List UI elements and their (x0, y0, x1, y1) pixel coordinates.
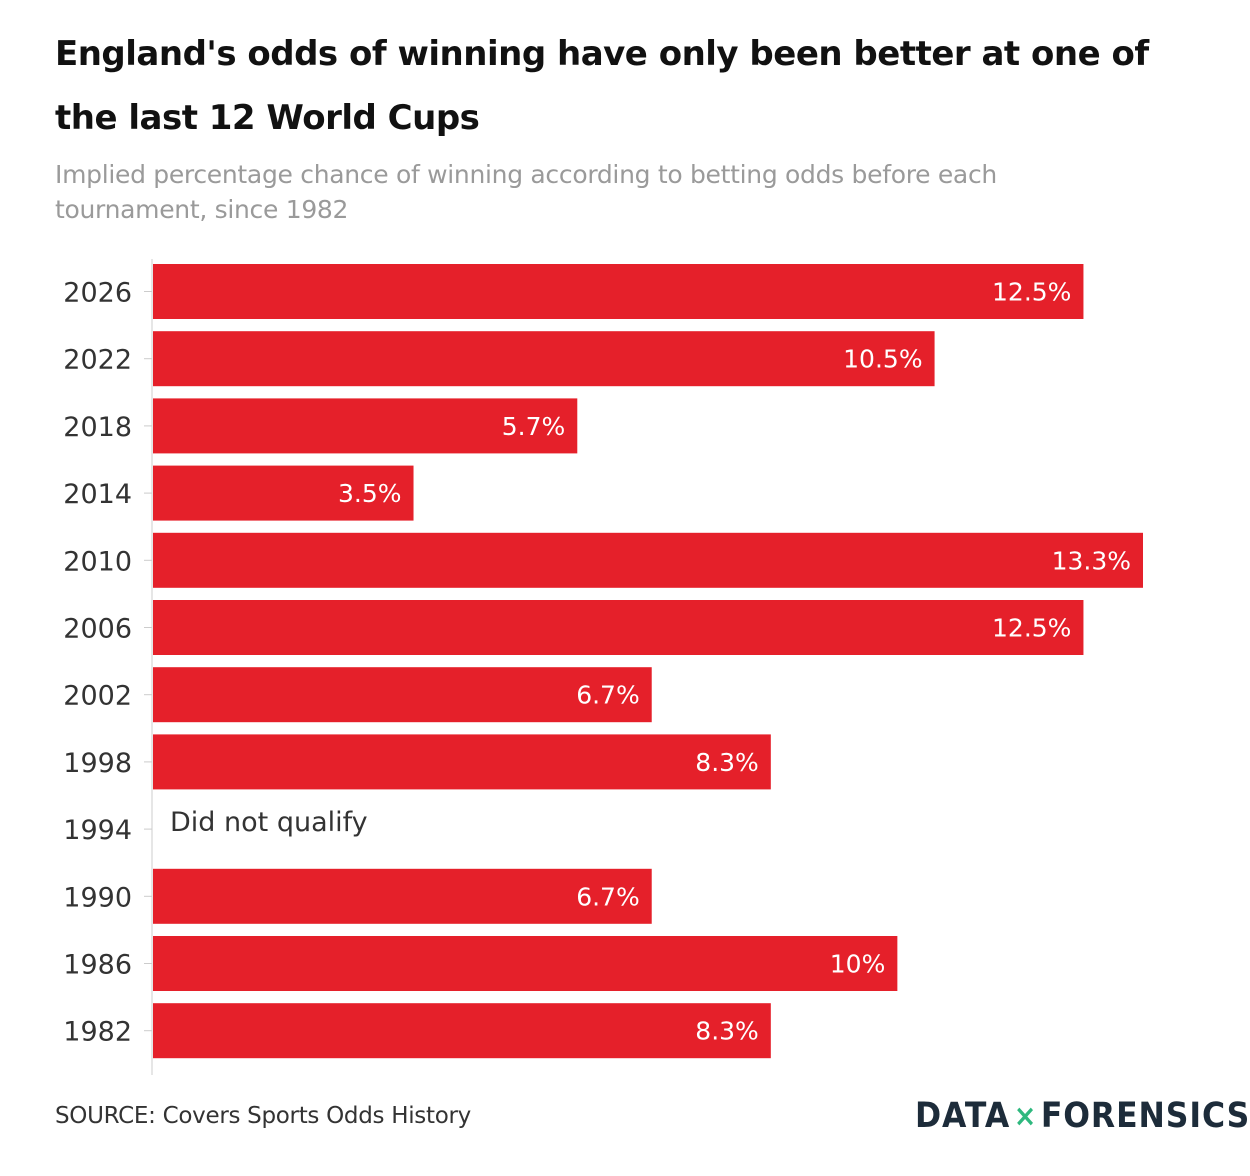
data-forensics-logo: DATA × FORENSICS (915, 1093, 1250, 1139)
data-label: 5.7% (502, 412, 566, 441)
data-label: 6.7% (576, 681, 640, 710)
source-note: SOURCE: Covers Sports Odds History (55, 1103, 471, 1129)
data-label: 6.7% (576, 882, 640, 911)
category-label: 1986 (63, 950, 132, 981)
bar (153, 331, 935, 387)
logo-x-mark: × (1013, 1098, 1038, 1134)
data-label: 10% (830, 950, 886, 979)
data-label: 10.5% (843, 345, 922, 374)
logo-word-data: DATA (915, 1096, 1011, 1136)
chart-subtitle: Implied percentage chance of winning acc… (55, 160, 997, 224)
bar-chart: 2026 12.5% 2022 10.5% 2018 5.7% 2014 3.5% 2010 13… (63, 259, 1143, 1075)
bar (153, 1003, 771, 1059)
bar (153, 734, 771, 790)
bar (153, 868, 652, 924)
category-label: 2014 (63, 479, 132, 510)
category-label: 2026 (63, 278, 132, 309)
data-label: 8.3% (695, 1017, 759, 1046)
category-label: 2022 (63, 345, 132, 376)
bar (153, 936, 898, 991)
bar (153, 600, 1084, 655)
category-label: 1994 (63, 815, 132, 846)
bar (153, 398, 578, 454)
category-label: 2002 (63, 681, 132, 712)
bar (153, 264, 1084, 319)
category-label: 2018 (63, 412, 132, 443)
chart-title: England's odds of winning have only been… (55, 34, 1149, 138)
did-not-qualify-label: Did not qualify (170, 807, 368, 838)
data-label: 13.3% (1052, 546, 1131, 575)
bar (153, 667, 652, 723)
category-label: 1998 (63, 748, 132, 779)
data-label: 3.5% (338, 479, 402, 508)
category-label: 1982 (63, 1017, 132, 1048)
data-label: 12.5% (992, 278, 1071, 307)
category-label: 2006 (63, 614, 132, 645)
bar (153, 465, 414, 521)
category-label: 2010 (63, 546, 132, 577)
bar (153, 532, 1143, 588)
logo-word-forensics: FORENSICS (1040, 1096, 1250, 1136)
category-label: 1990 (63, 882, 132, 913)
data-label: 12.5% (992, 614, 1071, 643)
data-label: 8.3% (695, 748, 759, 777)
